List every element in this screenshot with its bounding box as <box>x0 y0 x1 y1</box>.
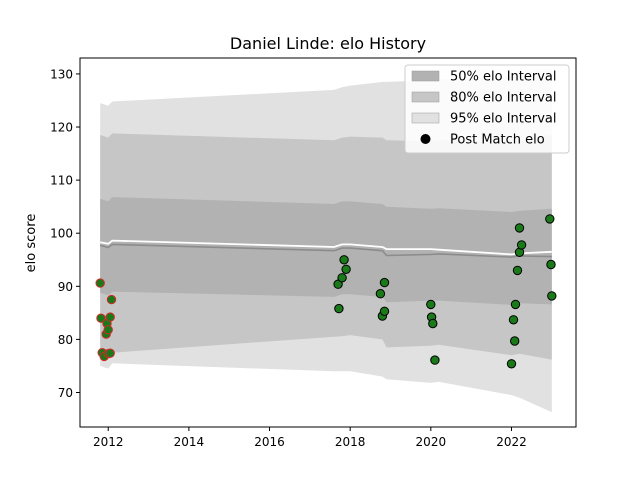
post-match-elo-point-early <box>103 325 113 335</box>
x-tick-label: 2016 <box>254 435 285 449</box>
legend-box <box>404 64 570 154</box>
post-match-elo-point-recent <box>510 299 521 310</box>
post-match-elo-point-recent <box>546 259 556 270</box>
post-match-elo-point-recent <box>506 359 517 369</box>
legend-swatch-50 <box>411 70 440 82</box>
x-tick-label: 2012 <box>93 435 124 449</box>
mean-elo-line <box>100 239 552 256</box>
y-tick-label: 70 <box>58 386 73 400</box>
legend: 50% elo Interval 80% elo Interval 95% elo … <box>404 64 570 154</box>
chart-title: Daniel Linde: elo History <box>230 34 426 53</box>
y-tick-label: 80 <box>58 333 73 347</box>
x-tick-label: 2014 <box>174 435 205 449</box>
y-axis-label: elo score <box>24 214 39 273</box>
post-match-elo-point-recent <box>512 265 523 276</box>
y-tick-label: 90 <box>58 280 73 294</box>
post-match-elo-point-recent <box>337 273 347 283</box>
post-match-elo-point-recent <box>547 291 557 301</box>
post-match-elo-point-recent <box>516 240 527 250</box>
legend-label: Post Match elo <box>450 133 545 148</box>
post-match-elo-point-recent <box>379 277 390 288</box>
x-axis: 2012 2014 2016 2018 2020 2022 <box>93 427 527 449</box>
post-match-elo-point-recent <box>430 355 440 365</box>
post-match-elo-point-recent <box>379 306 390 316</box>
y-tick-label: 110 <box>50 174 73 188</box>
post-match-elo-point-early <box>105 348 115 358</box>
legend-marker-post-match <box>420 134 431 144</box>
legend-label: 80% elo Interval <box>450 91 557 106</box>
post-match-elo-point-recent <box>510 336 520 346</box>
post-match-elo-point-early <box>96 313 106 323</box>
legend-swatch-95 <box>411 112 440 124</box>
post-match-elo-point-recent <box>545 214 555 224</box>
y-tick-label: 100 <box>50 227 73 241</box>
post-match-elo-point-early <box>95 278 105 288</box>
post-match-elo-point-recent <box>334 303 344 314</box>
y-tick-label: 130 <box>50 67 73 81</box>
post-match-elo-point-recent <box>339 255 349 265</box>
y-tick-label: 120 <box>50 121 73 135</box>
plot-frame <box>79 57 577 428</box>
legend-label: 50% elo Interval <box>450 70 557 85</box>
x-tick-label: 2022 <box>496 435 527 449</box>
post-match-elo-point-early <box>106 294 117 305</box>
legend-label: 95% elo Interval <box>450 112 557 127</box>
post-match-elo-point-recent <box>428 318 438 329</box>
y-axis: 70 80 90 100 110 120 130 <box>50 67 80 400</box>
x-tick-label: 2018 <box>335 435 366 449</box>
post-match-elo-point-recent <box>375 289 386 299</box>
post-match-elo-point-recent <box>426 299 436 310</box>
post-match-elo-point-recent <box>514 223 525 233</box>
median-elo-line <box>99 243 552 258</box>
x-tick-label: 2020 <box>416 435 447 449</box>
post-match-elo-point-recent <box>508 315 519 325</box>
post-match-elo-point-early <box>105 312 115 322</box>
legend-swatch-80 <box>411 91 440 103</box>
post-match-elo-point-recent <box>341 264 351 274</box>
